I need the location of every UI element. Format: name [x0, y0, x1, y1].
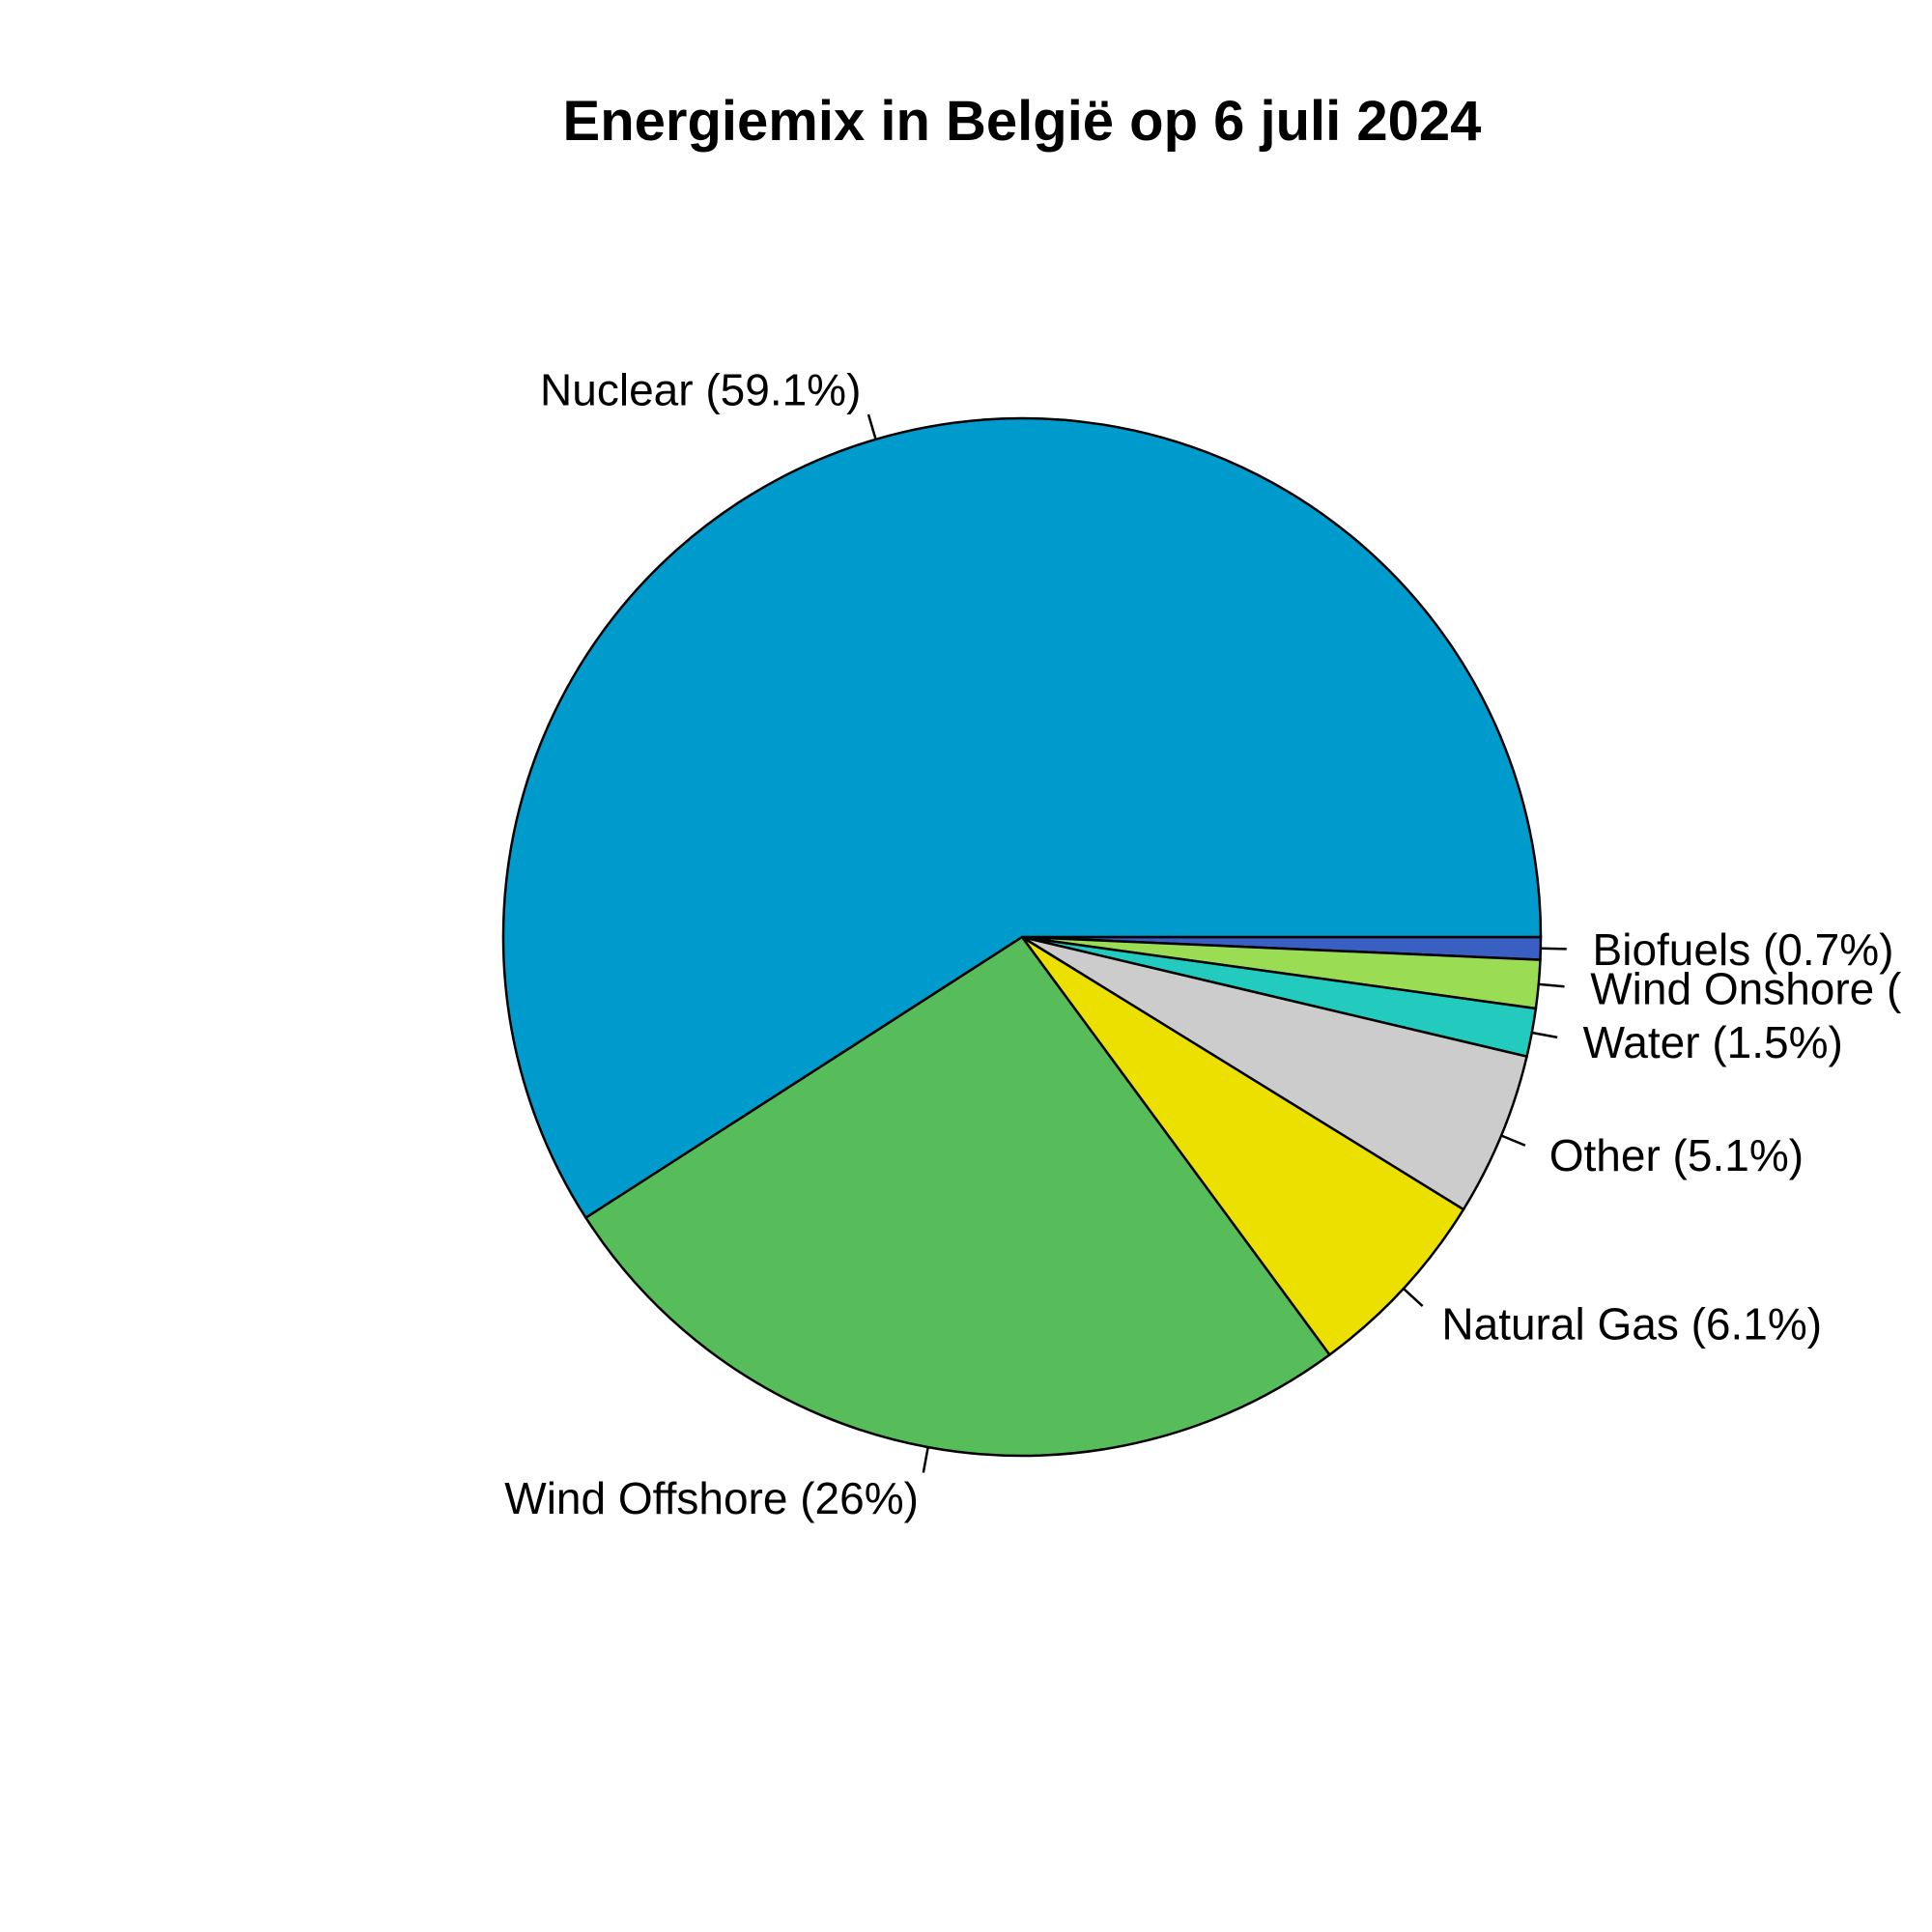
pie-slice-5 — [583, 935, 1332, 1458]
leader-line-6 — [867, 413, 877, 440]
slice-label-4: Natural Gas (6.1%) — [1441, 1298, 1822, 1349]
slice-label-6: Nuclear (59.1%) — [540, 364, 861, 414]
slice-label-5: Wind Offshore (26%) — [504, 1473, 919, 1523]
leader-line-3 — [1500, 1134, 1526, 1147]
pie-slices — [501, 416, 1543, 1458]
leader-line-1 — [1538, 982, 1565, 988]
leader-line-5 — [922, 1446, 929, 1473]
slice-label-2: Water (1.5%) — [1583, 1017, 1843, 1067]
slice-label-3: Other (5.1%) — [1549, 1130, 1804, 1180]
pie-slice-4 — [1020, 935, 1465, 1357]
leader-line-0 — [1540, 947, 1567, 951]
slice-labels: Biofuels (0.7%)Wind Onshore (Water (1.5%… — [504, 364, 1902, 1523]
pie-slice-3 — [1021, 935, 1529, 1211]
leader-line-2 — [1531, 1031, 1558, 1039]
slice-leaders — [867, 413, 1567, 1473]
slice-label-1: Wind Onshore ( — [1590, 964, 1902, 1014]
leader-line-4 — [1403, 1287, 1424, 1308]
slice-label-0: Biofuels (0.7%) — [1593, 924, 1894, 975]
chart-title: Energiemix in België op 6 juli 2024 — [563, 90, 1482, 153]
